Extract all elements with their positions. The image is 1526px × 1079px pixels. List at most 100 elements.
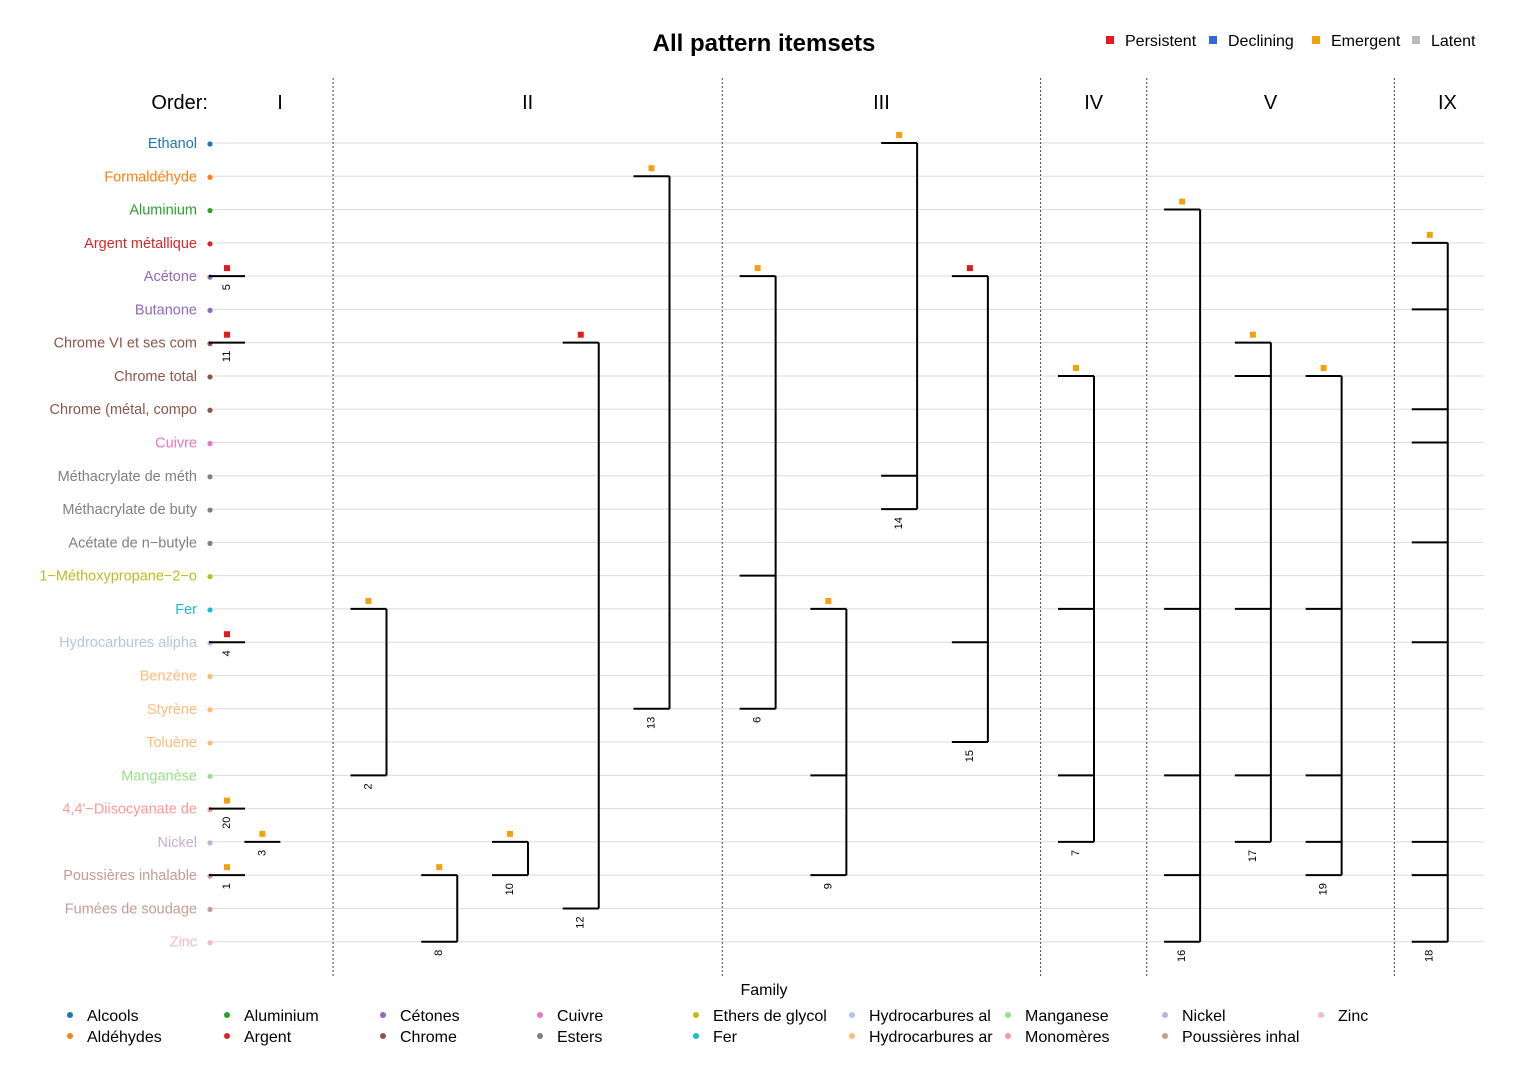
item-label: Hydrocarbures alipha: [59, 635, 198, 651]
status-legend-swatch: [1106, 36, 1114, 44]
pattern-id: 3: [256, 850, 268, 856]
family-legend-swatch: [224, 1033, 230, 1039]
item-label: 1−Méthoxypropane−2−o: [39, 569, 197, 585]
family-legend-label: Ethers de glycol: [713, 1008, 827, 1025]
order-label-V: V: [1264, 92, 1278, 114]
pattern-status-marker: [436, 864, 443, 871]
family-legend-label: Poussières inhal: [1182, 1029, 1299, 1046]
order-label-I: I: [277, 92, 283, 114]
item-marker: [207, 740, 213, 746]
pattern-2: 2: [350, 597, 388, 789]
pattern-status-marker: [224, 265, 230, 272]
family-legend-swatch: [380, 1033, 386, 1039]
item-marker: [207, 407, 213, 413]
pattern-id: 13: [645, 717, 657, 729]
item-marker: [207, 574, 213, 580]
pattern-id: 20: [221, 817, 233, 829]
item-marker: [207, 840, 213, 846]
pattern-id: 17: [1247, 850, 1259, 862]
family-legend-swatch: [380, 1012, 386, 1018]
pattern-17: 17: [1234, 331, 1272, 862]
item-label: Ethanol: [148, 136, 197, 152]
family-legend-label: Aldéhydes: [87, 1029, 162, 1046]
pattern-18: 18: [1411, 231, 1449, 962]
order-label-II: II: [522, 92, 533, 114]
pattern-7: 7: [1058, 364, 1095, 856]
family-legend-swatch: [1005, 1012, 1011, 1018]
pattern-id: 1: [221, 883, 233, 889]
pattern-status-marker: [224, 797, 230, 804]
item-label: Fumées de soudage: [65, 901, 197, 917]
pattern-status-marker: [1179, 198, 1186, 205]
order-label-III: III: [873, 92, 890, 114]
family-legend-title: Family: [740, 982, 787, 999]
item-marker: [207, 474, 213, 480]
item-marker: [207, 673, 213, 680]
pattern-id: 12: [575, 916, 587, 928]
pattern-id: 15: [964, 750, 976, 762]
family-legend-swatch: [1162, 1033, 1168, 1039]
pattern-status-marker: [224, 631, 230, 638]
pattern-id: 16: [1176, 950, 1188, 962]
family-legend-swatch: [693, 1033, 699, 1039]
item-label: 4,4'−Diisocyanate de: [62, 802, 197, 818]
family-legend-swatch: [1318, 1012, 1324, 1018]
pattern-status-marker: [224, 864, 230, 871]
item-label: Fer: [175, 602, 197, 618]
pattern-status-marker: [1320, 364, 1327, 371]
pattern-id: 2: [362, 783, 374, 789]
item-label: Cuivre: [155, 436, 197, 452]
item-label: Chrome VI et ses com: [54, 336, 197, 352]
pattern-15: 15: [951, 265, 989, 762]
pattern-11: 11: [209, 331, 245, 362]
pattern-status-marker: [754, 265, 761, 272]
item-label: Benzène: [140, 668, 197, 684]
family-legend-swatch: [1005, 1033, 1011, 1039]
item-label: Nickel: [158, 835, 197, 851]
item-label: Aluminium: [129, 203, 197, 219]
pattern-status-marker: [259, 830, 266, 837]
pattern-status-marker: [577, 331, 584, 338]
pattern-id: 10: [504, 883, 516, 895]
pattern-14: 14: [881, 132, 919, 529]
family-legend-swatch: [67, 1012, 73, 1018]
status-legend-swatch: [1312, 36, 1320, 44]
pattern-id: 14: [893, 517, 905, 529]
item-marker: [207, 607, 213, 613]
family-legend-swatch: [1162, 1012, 1168, 1018]
family-legend-label: Esters: [557, 1029, 602, 1046]
pattern-status-marker: [507, 830, 513, 837]
item-label: Manganèse: [121, 768, 197, 784]
item-label: Poussières inhalable: [63, 868, 197, 884]
family-legend-label: Chrome: [400, 1029, 457, 1046]
pattern-20: 20: [209, 797, 245, 829]
status-legend: Persistent Declining Emergent Latent: [1106, 33, 1476, 50]
pattern-id: 8: [433, 950, 445, 956]
family-legend-label: Argent: [244, 1029, 292, 1046]
item-marker: [207, 773, 213, 779]
order-separators: [332, 78, 1395, 976]
item-label: Toluène: [146, 735, 197, 751]
order-label: Order:: [151, 92, 208, 114]
family-legend-label: Hydrocarbures ar: [869, 1029, 993, 1046]
item-marker: [207, 141, 213, 147]
chart-title: All pattern itemsets: [653, 30, 876, 57]
pattern-5: 5: [209, 265, 245, 290]
pattern-id: 7: [1070, 850, 1082, 856]
item-label: Méthacrylate de buty: [62, 502, 197, 518]
pattern-id: 11: [221, 351, 233, 362]
item-label: Butanone: [135, 302, 197, 318]
item-label: Acétone: [144, 269, 197, 285]
pattern-id: 19: [1318, 883, 1330, 895]
family-legend-label: Alcools: [87, 1008, 139, 1025]
pattern-status-marker: [1249, 331, 1256, 338]
pattern-6: 6: [739, 265, 777, 723]
item-marker: [207, 507, 213, 513]
item-label: Argent métallique: [84, 236, 197, 252]
item-label: Formaldéhyde: [104, 169, 197, 185]
family-legend-label: Aluminium: [244, 1008, 319, 1025]
family-legend-swatch: [849, 1012, 855, 1018]
pattern-9: 9: [810, 597, 848, 889]
pattern-id: 18: [1424, 950, 1436, 962]
